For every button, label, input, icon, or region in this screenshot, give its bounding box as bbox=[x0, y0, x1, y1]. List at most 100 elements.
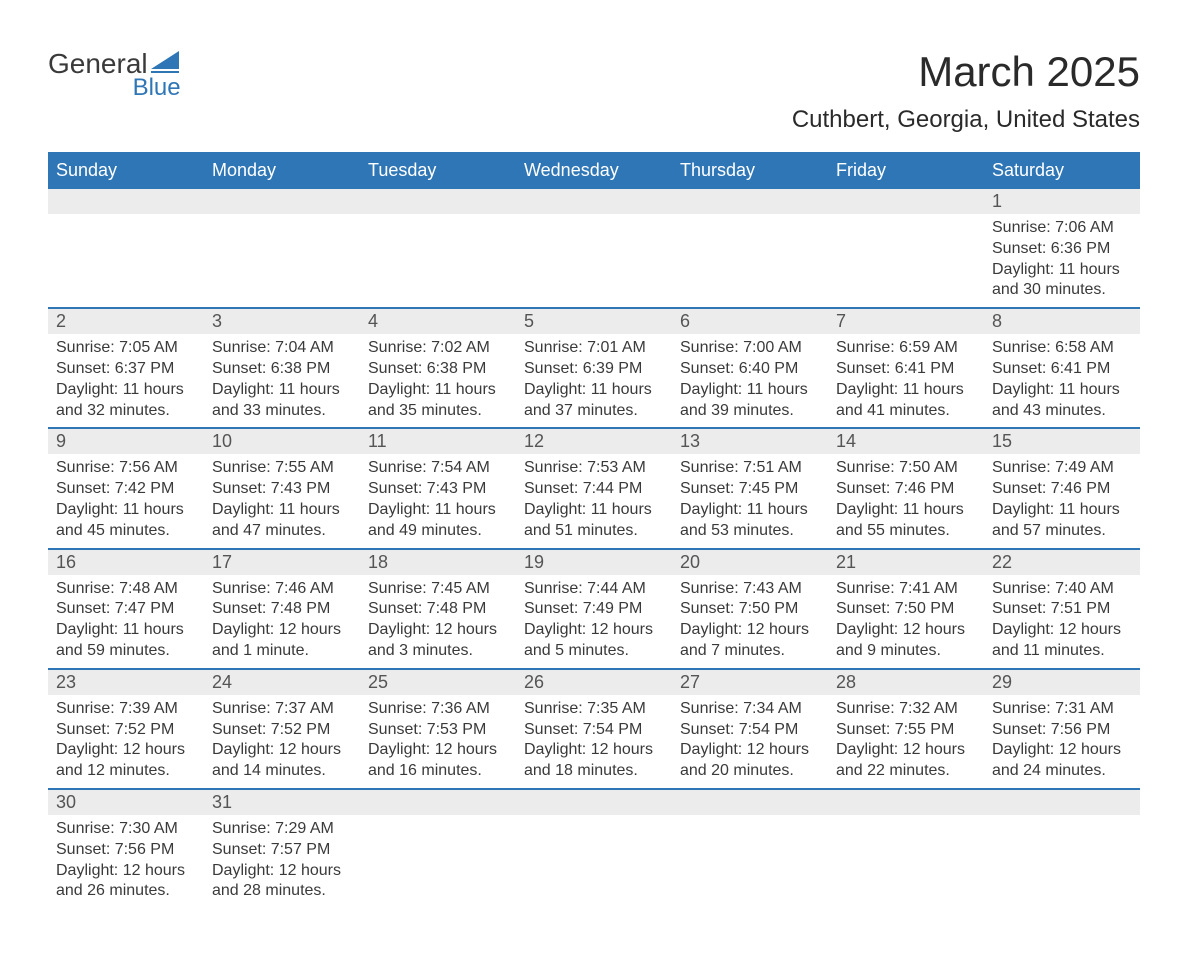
day-number: 5 bbox=[516, 309, 672, 334]
dow-thursday: Thursday bbox=[672, 154, 828, 187]
day-number: 26 bbox=[516, 670, 672, 695]
day-cell: Sunrise: 7:32 AMSunset: 7:55 PMDaylight:… bbox=[828, 695, 984, 788]
week-daynum-row: 2345678 bbox=[48, 307, 1140, 334]
day-daylight2: and 59 minutes. bbox=[56, 641, 196, 662]
day-sunrise: Sunrise: 7:00 AM bbox=[680, 338, 820, 359]
day-sunset: Sunset: 7:53 PM bbox=[368, 720, 508, 741]
day-daylight1: Daylight: 11 hours bbox=[680, 500, 820, 521]
day-number bbox=[672, 790, 828, 815]
day-sunrise: Sunrise: 7:55 AM bbox=[212, 458, 352, 479]
day-daylight2: and 55 minutes. bbox=[836, 521, 976, 542]
day-daylight1: Daylight: 12 hours bbox=[680, 620, 820, 641]
page-title: March 2025 bbox=[792, 48, 1140, 96]
dow-monday: Monday bbox=[204, 154, 360, 187]
day-daylight1: Daylight: 12 hours bbox=[992, 740, 1132, 761]
day-daylight1: Daylight: 12 hours bbox=[836, 740, 976, 761]
day-daylight2: and 57 minutes. bbox=[992, 521, 1132, 542]
day-number: 10 bbox=[204, 429, 360, 454]
day-daylight2: and 35 minutes. bbox=[368, 401, 508, 422]
day-cell: Sunrise: 7:06 AMSunset: 6:36 PMDaylight:… bbox=[984, 214, 1140, 307]
day-cell: Sunrise: 7:43 AMSunset: 7:50 PMDaylight:… bbox=[672, 575, 828, 668]
day-daylight1: Daylight: 11 hours bbox=[524, 500, 664, 521]
day-sunrise: Sunrise: 7:30 AM bbox=[56, 819, 196, 840]
day-sunset: Sunset: 7:57 PM bbox=[212, 840, 352, 861]
day-daylight2: and 11 minutes. bbox=[992, 641, 1132, 662]
week-daynum-row: 9101112131415 bbox=[48, 427, 1140, 454]
day-daylight2: and 28 minutes. bbox=[212, 881, 352, 902]
day-sunset: Sunset: 6:40 PM bbox=[680, 359, 820, 380]
day-number: 17 bbox=[204, 550, 360, 575]
day-cell bbox=[516, 815, 672, 908]
day-number: 9 bbox=[48, 429, 204, 454]
day-number bbox=[828, 790, 984, 815]
day-sunset: Sunset: 7:56 PM bbox=[992, 720, 1132, 741]
day-sunset: Sunset: 6:41 PM bbox=[992, 359, 1132, 380]
day-number: 24 bbox=[204, 670, 360, 695]
day-daylight2: and 20 minutes. bbox=[680, 761, 820, 782]
day-sunrise: Sunrise: 7:06 AM bbox=[992, 218, 1132, 239]
day-sunrise: Sunrise: 7:41 AM bbox=[836, 579, 976, 600]
day-number: 13 bbox=[672, 429, 828, 454]
day-daylight2: and 32 minutes. bbox=[56, 401, 196, 422]
week-content-row: Sunrise: 7:05 AMSunset: 6:37 PMDaylight:… bbox=[48, 334, 1140, 427]
day-sunrise: Sunrise: 7:31 AM bbox=[992, 699, 1132, 720]
week-content-row: Sunrise: 7:56 AMSunset: 7:42 PMDaylight:… bbox=[48, 454, 1140, 547]
day-cell bbox=[360, 214, 516, 307]
day-number bbox=[984, 790, 1140, 815]
day-cell bbox=[828, 815, 984, 908]
day-daylight1: Daylight: 12 hours bbox=[368, 740, 508, 761]
day-cell bbox=[360, 815, 516, 908]
day-sunset: Sunset: 7:56 PM bbox=[56, 840, 196, 861]
day-daylight2: and 43 minutes. bbox=[992, 401, 1132, 422]
day-sunset: Sunset: 7:42 PM bbox=[56, 479, 196, 500]
day-sunset: Sunset: 7:49 PM bbox=[524, 599, 664, 620]
day-cell: Sunrise: 7:53 AMSunset: 7:44 PMDaylight:… bbox=[516, 454, 672, 547]
day-sunset: Sunset: 7:48 PM bbox=[368, 599, 508, 620]
day-cell: Sunrise: 7:48 AMSunset: 7:47 PMDaylight:… bbox=[48, 575, 204, 668]
day-sunrise: Sunrise: 7:49 AM bbox=[992, 458, 1132, 479]
day-cell: Sunrise: 6:59 AMSunset: 6:41 PMDaylight:… bbox=[828, 334, 984, 427]
day-sunset: Sunset: 7:43 PM bbox=[212, 479, 352, 500]
day-daylight2: and 39 minutes. bbox=[680, 401, 820, 422]
day-daylight1: Daylight: 11 hours bbox=[212, 500, 352, 521]
day-number: 29 bbox=[984, 670, 1140, 695]
day-daylight1: Daylight: 11 hours bbox=[56, 380, 196, 401]
day-cell: Sunrise: 7:04 AMSunset: 6:38 PMDaylight:… bbox=[204, 334, 360, 427]
day-daylight1: Daylight: 11 hours bbox=[56, 620, 196, 641]
day-sunrise: Sunrise: 7:35 AM bbox=[524, 699, 664, 720]
day-cell: Sunrise: 7:00 AMSunset: 6:40 PMDaylight:… bbox=[672, 334, 828, 427]
day-cell bbox=[516, 214, 672, 307]
day-cell: Sunrise: 7:30 AMSunset: 7:56 PMDaylight:… bbox=[48, 815, 204, 908]
day-number: 25 bbox=[360, 670, 516, 695]
header: General Blue March 2025 Cuthbert, Georgi… bbox=[48, 48, 1140, 134]
day-daylight1: Daylight: 12 hours bbox=[524, 740, 664, 761]
week-content-row: Sunrise: 7:39 AMSunset: 7:52 PMDaylight:… bbox=[48, 695, 1140, 788]
day-cell: Sunrise: 7:45 AMSunset: 7:48 PMDaylight:… bbox=[360, 575, 516, 668]
day-daylight2: and 24 minutes. bbox=[992, 761, 1132, 782]
day-daylight1: Daylight: 11 hours bbox=[368, 500, 508, 521]
day-cell: Sunrise: 7:55 AMSunset: 7:43 PMDaylight:… bbox=[204, 454, 360, 547]
day-daylight1: Daylight: 12 hours bbox=[212, 620, 352, 641]
day-daylight2: and 7 minutes. bbox=[680, 641, 820, 662]
day-daylight2: and 12 minutes. bbox=[56, 761, 196, 782]
day-number: 14 bbox=[828, 429, 984, 454]
weeks-host: 1Sunrise: 7:06 AMSunset: 6:36 PMDaylight… bbox=[48, 187, 1140, 908]
day-daylight1: Daylight: 11 hours bbox=[56, 500, 196, 521]
day-cell: Sunrise: 7:34 AMSunset: 7:54 PMDaylight:… bbox=[672, 695, 828, 788]
day-daylight2: and 37 minutes. bbox=[524, 401, 664, 422]
day-sunrise: Sunrise: 7:46 AM bbox=[212, 579, 352, 600]
day-daylight1: Daylight: 11 hours bbox=[680, 380, 820, 401]
day-cell: Sunrise: 7:49 AMSunset: 7:46 PMDaylight:… bbox=[984, 454, 1140, 547]
day-sunset: Sunset: 7:51 PM bbox=[992, 599, 1132, 620]
page-subtitle: Cuthbert, Georgia, United States bbox=[792, 106, 1140, 134]
day-daylight1: Daylight: 11 hours bbox=[524, 380, 664, 401]
day-sunrise: Sunrise: 7:44 AM bbox=[524, 579, 664, 600]
week-daynum-row: 16171819202122 bbox=[48, 548, 1140, 575]
day-daylight1: Daylight: 11 hours bbox=[836, 380, 976, 401]
logo-word-blue: Blue bbox=[133, 74, 181, 102]
day-number: 19 bbox=[516, 550, 672, 575]
day-cell: Sunrise: 7:36 AMSunset: 7:53 PMDaylight:… bbox=[360, 695, 516, 788]
day-number: 8 bbox=[984, 309, 1140, 334]
day-sunrise: Sunrise: 7:50 AM bbox=[836, 458, 976, 479]
day-daylight2: and 53 minutes. bbox=[680, 521, 820, 542]
